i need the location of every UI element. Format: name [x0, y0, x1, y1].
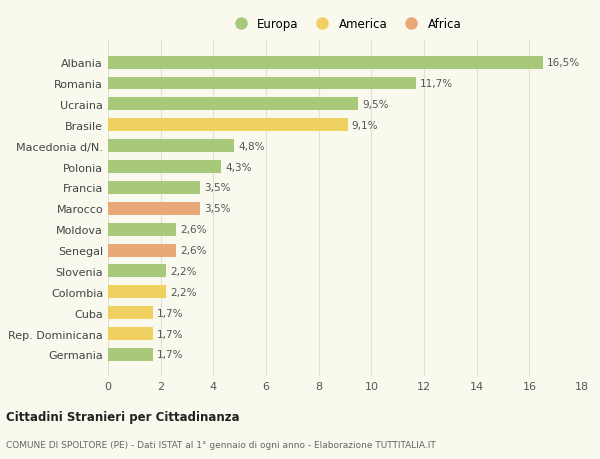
Bar [108, 307, 153, 319]
Text: 9,1%: 9,1% [352, 121, 378, 130]
Bar [108, 265, 166, 278]
Text: 3,5%: 3,5% [204, 183, 230, 193]
Text: Cittadini Stranieri per Cittadinanza: Cittadini Stranieri per Cittadinanza [6, 410, 239, 423]
Text: 11,7%: 11,7% [420, 79, 453, 89]
Text: 2,2%: 2,2% [170, 266, 196, 276]
Bar [108, 244, 176, 257]
Bar [108, 285, 166, 299]
Bar [108, 223, 176, 236]
Text: 1,7%: 1,7% [157, 350, 183, 360]
Bar [108, 140, 235, 153]
Text: 4,3%: 4,3% [225, 162, 251, 172]
Bar [108, 161, 221, 174]
Bar [108, 182, 200, 195]
Text: 2,6%: 2,6% [181, 246, 207, 256]
Bar [108, 348, 153, 361]
Bar [108, 56, 542, 69]
Bar [108, 98, 358, 111]
Text: 3,5%: 3,5% [204, 204, 230, 214]
Bar [108, 78, 416, 90]
Bar [108, 119, 347, 132]
Text: 9,5%: 9,5% [362, 100, 389, 110]
Text: 1,7%: 1,7% [157, 308, 183, 318]
Bar [108, 327, 153, 340]
Bar [108, 202, 200, 215]
Text: 1,7%: 1,7% [157, 329, 183, 339]
Text: 2,6%: 2,6% [181, 225, 207, 235]
Text: COMUNE DI SPOLTORE (PE) - Dati ISTAT al 1° gennaio di ogni anno - Elaborazione T: COMUNE DI SPOLTORE (PE) - Dati ISTAT al … [6, 441, 436, 449]
Text: 16,5%: 16,5% [547, 58, 580, 68]
Text: 2,2%: 2,2% [170, 287, 196, 297]
Legend: Europa, America, Africa: Europa, America, Africa [224, 14, 466, 36]
Text: 4,8%: 4,8% [238, 141, 265, 151]
